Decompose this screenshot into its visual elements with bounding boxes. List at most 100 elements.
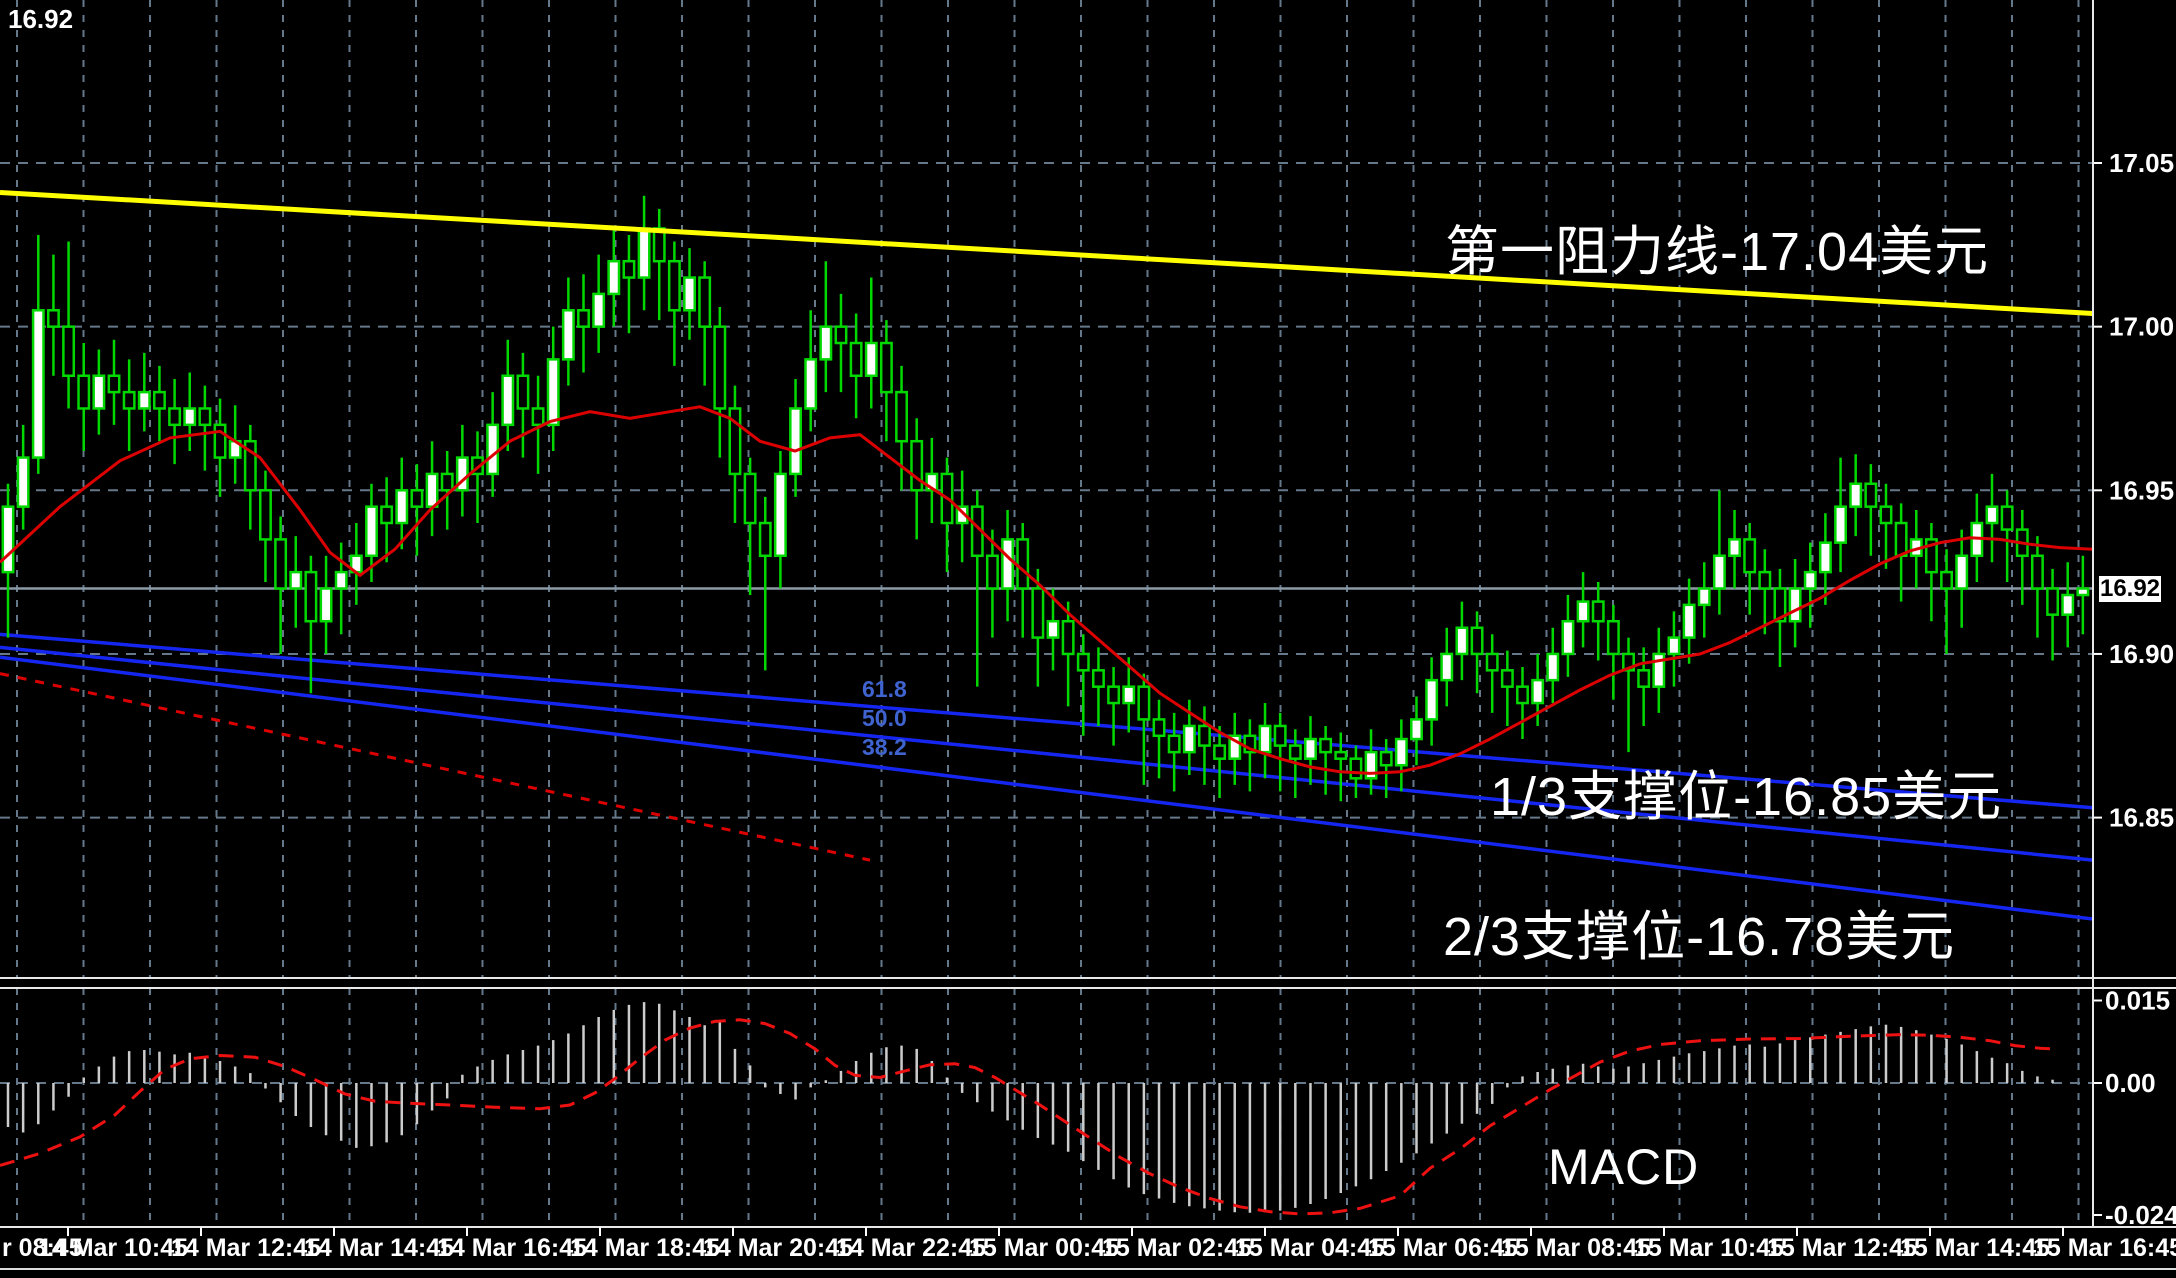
candle-body	[1955, 554, 1969, 590]
candle-body	[1288, 744, 1302, 760]
time-axis-label: 14 Mar 20:45	[703, 1234, 853, 1262]
candle-body	[1834, 505, 1847, 544]
candle-body	[1137, 685, 1151, 721]
candle-body	[910, 439, 924, 492]
time-axis-label: 14 Mar 22:45	[836, 1234, 986, 1262]
candle-body	[1546, 652, 1560, 682]
time-axis-label: 15 Mar 04:45	[1235, 1234, 1385, 1262]
candle-body	[243, 439, 257, 492]
candle-body	[1697, 587, 1711, 607]
time-axis-label: 15 Mar 14:45	[1900, 1234, 2050, 1262]
candle-body	[1273, 724, 1287, 747]
candle-body	[713, 325, 727, 410]
candle-body	[1091, 669, 1105, 688]
time-axis-label: 15 Mar 12:45	[1767, 1234, 1917, 1262]
time-axis-label: 14 Mar 18:45	[570, 1234, 720, 1262]
support1-annotation: 1/3支撑位-16.85美元	[1490, 767, 2003, 827]
time-axis-label: 15 Mar 08:45	[1501, 1234, 1651, 1262]
time-axis-label: 15 Mar 10:45	[1634, 1234, 1784, 1262]
candle-body	[849, 341, 863, 377]
panel-borders	[0, 0, 2176, 1228]
price-gridlines	[0, 162, 2093, 819]
candle-body	[1485, 652, 1499, 672]
candle-body	[698, 276, 712, 328]
candle-body	[531, 407, 545, 427]
candle-body	[2030, 554, 2044, 590]
candle-body	[1576, 600, 1590, 623]
candle-body	[789, 407, 802, 476]
candle-body	[168, 407, 182, 427]
candle-body	[1606, 619, 1620, 656]
candle-body	[122, 390, 136, 410]
candle-body	[1879, 505, 1893, 525]
candle-body	[440, 472, 454, 492]
time-axis-label: 15 Mar 00:45	[969, 1234, 1119, 1262]
candle-body	[1076, 652, 1090, 672]
support2-annotation: 2/3支撑位-16.78美元	[1443, 907, 1956, 967]
time-axis-label: r 08:45	[2, 1234, 83, 1262]
candle-body	[1712, 554, 1726, 590]
candle-body	[62, 325, 76, 377]
candle-body	[1152, 718, 1166, 738]
candle-body	[1364, 750, 1378, 780]
candle-body	[834, 325, 848, 345]
candle-body	[2076, 587, 2090, 597]
candle-body	[1334, 750, 1348, 760]
candle-body	[1107, 685, 1121, 705]
candle-body	[1425, 678, 1439, 721]
candle-body	[773, 472, 787, 558]
candle-body	[1516, 685, 1529, 705]
candle-body	[1182, 724, 1196, 754]
candle-body	[985, 554, 999, 590]
candle-body	[1379, 750, 1393, 767]
candle-body	[1, 505, 15, 574]
candle-body	[2061, 593, 2075, 616]
time-axis-label: 14 Mar 16:45	[437, 1234, 587, 1262]
candle-body	[1622, 652, 1635, 672]
candle-body	[183, 407, 197, 427]
candle-body	[577, 309, 590, 328]
macd-indicator-label: MACD	[1548, 1139, 1700, 1195]
candle-body	[259, 489, 272, 541]
ohlc-readout: 16.92	[8, 4, 74, 34]
candle-body	[1682, 603, 1696, 639]
candle-body	[107, 374, 121, 394]
candle-body	[319, 587, 333, 623]
price-axis-label: 16.85	[2109, 803, 2174, 833]
candle-body	[592, 292, 606, 328]
candle-body	[1016, 538, 1030, 590]
candle-body	[1637, 669, 1651, 688]
red-dashed-trendline	[0, 672, 871, 862]
candle-body	[1319, 737, 1333, 754]
candle-body	[274, 538, 288, 590]
candle-body	[667, 259, 681, 312]
price-axis-label: 17.00	[2109, 312, 2174, 342]
resistance-annotation: 第一阻力线-17.04美元	[1445, 222, 1990, 282]
candle-body	[1046, 619, 1060, 639]
macd-histogram	[6, 1002, 2054, 1213]
candle-body	[213, 423, 227, 459]
candle-body	[425, 472, 439, 508]
time-axis-label: 15 Mar 16:45	[2033, 1234, 2176, 1262]
candle-body	[879, 341, 893, 394]
price-axis: 17.05 17.00 16.95 16.90 16.85	[2093, 148, 2174, 833]
candle-body	[1213, 744, 1227, 760]
price-axis-label: 17.05	[2109, 148, 2174, 178]
candle-body	[1773, 587, 1787, 623]
macd-axis-label: 0.015	[2105, 986, 2170, 1016]
candle-body	[1410, 718, 1423, 741]
candle-body	[304, 570, 318, 623]
candle-body	[1803, 570, 1817, 590]
candle-body	[516, 374, 530, 410]
candle-body	[1394, 737, 1408, 767]
candle-body	[1652, 652, 1666, 688]
candle-body	[1243, 734, 1257, 754]
fib-level-618-label: 61.8	[862, 676, 907, 702]
candle-body	[1001, 538, 1015, 590]
ma-line	[0, 405, 2094, 775]
candle-body	[31, 309, 45, 459]
candle-body	[1061, 619, 1075, 656]
candle-body	[471, 456, 484, 476]
